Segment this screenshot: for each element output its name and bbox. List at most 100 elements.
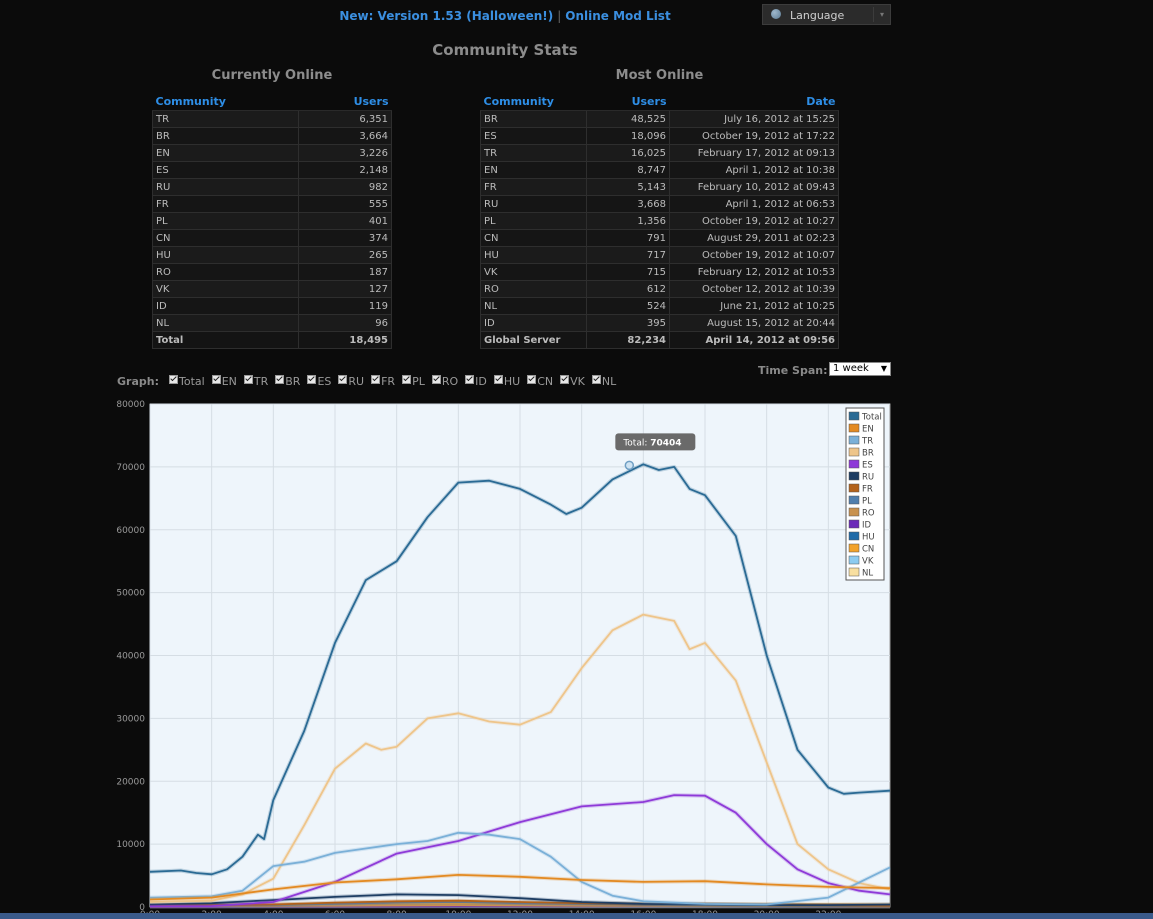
col-date: Date bbox=[669, 93, 839, 111]
series-checkbox-id[interactable]: ID bbox=[465, 375, 487, 388]
timespan-select[interactable]: 1 week ▼ bbox=[829, 362, 891, 376]
users-cell: 612 bbox=[586, 280, 670, 298]
table-row: HU 265 bbox=[152, 246, 392, 264]
table-row: BR 3,664 bbox=[152, 127, 392, 145]
checkbox-icon bbox=[338, 375, 348, 384]
series-checkbox-label: ID bbox=[475, 375, 487, 388]
community-cell: TR bbox=[480, 144, 587, 162]
date-cell: February 12, 2012 at 10:53 bbox=[669, 263, 839, 281]
users-cell: 8,747 bbox=[586, 161, 670, 179]
series-line-es bbox=[149, 794, 891, 908]
mod-list-link[interactable]: Online Mod List bbox=[565, 9, 671, 23]
table-row: EN 3,226 bbox=[152, 144, 392, 162]
total-cell: Global Server bbox=[480, 331, 587, 349]
total-cell: April 14, 2012 at 09:56 bbox=[669, 331, 839, 349]
users-cell: 555 bbox=[298, 195, 392, 213]
table-row: PL 401 bbox=[152, 212, 392, 230]
legend-swatch-hu bbox=[848, 531, 860, 541]
checkbox-icon bbox=[371, 375, 381, 384]
series-checkbox-ru[interactable]: RU bbox=[338, 375, 364, 388]
series-checkbox-vk[interactable]: VK bbox=[560, 375, 585, 388]
users-cell: 265 bbox=[298, 246, 392, 264]
series-checkbox-fr[interactable]: FR bbox=[371, 375, 395, 388]
series-line-ro bbox=[149, 904, 891, 908]
table-row: HU 717 October 19, 2012 at 10:07 bbox=[480, 246, 839, 264]
users-cell: 5,143 bbox=[586, 178, 670, 196]
currently-online-title: Currently Online bbox=[211, 68, 333, 83]
series-checkbox-hu[interactable]: HU bbox=[493, 375, 521, 388]
legend-label-id: ID bbox=[862, 521, 872, 531]
legend-label-tr: TR bbox=[861, 437, 873, 447]
community-cell: RO bbox=[152, 263, 299, 281]
table-row: VK 715 February 12, 2012 at 10:53 bbox=[480, 263, 839, 281]
series-checkbox-label: TR bbox=[253, 375, 269, 388]
users-cell: 791 bbox=[586, 229, 670, 247]
language-select[interactable]: Language ▾ bbox=[762, 4, 891, 25]
legend-label-total: Total bbox=[861, 413, 882, 423]
checkbox-icon bbox=[465, 375, 475, 384]
online-users-chart[interactable]: 0 10000 20000 30000 40000 50000 60000 70000 8000… bbox=[0, 395, 1153, 919]
series-checkbox-tr[interactable]: TR bbox=[243, 375, 269, 388]
graph-label: Graph: bbox=[117, 375, 159, 388]
series-checkbox-label: EN bbox=[221, 375, 237, 388]
checkbox-icon bbox=[307, 375, 317, 384]
y-tick-label: 30000 bbox=[116, 714, 145, 724]
community-cell: HU bbox=[152, 246, 299, 264]
community-cell: BR bbox=[480, 110, 587, 128]
community-cell: NL bbox=[480, 297, 587, 315]
legend-label-vk: VK bbox=[862, 557, 874, 567]
date-cell: October 19, 2012 at 17:22 bbox=[669, 127, 839, 145]
series-checkbox-label: NL bbox=[601, 375, 617, 388]
legend-swatch-nl bbox=[848, 567, 860, 577]
legend-swatch-es bbox=[848, 459, 860, 469]
series-checkbox-es[interactable]: ES bbox=[307, 375, 331, 388]
legend-label-nl: NL bbox=[862, 569, 873, 579]
y-tick-label: 20000 bbox=[116, 777, 145, 787]
series-checkboxes: Total EN TR BR ES RU FR PL RO ID HU CN VK NL bbox=[169, 375, 623, 388]
version-link[interactable]: New: Version 1.53 (Halloween!) bbox=[339, 9, 554, 23]
community-cell: ID bbox=[480, 314, 587, 332]
community-cell: CN bbox=[152, 229, 299, 247]
series-checkbox-label: RO bbox=[441, 375, 459, 388]
users-cell: 119 bbox=[298, 297, 392, 315]
users-cell: 401 bbox=[298, 212, 392, 230]
total-cell: 82,234 bbox=[586, 331, 670, 349]
series-line-total bbox=[149, 463, 891, 876]
legend-swatch-br bbox=[848, 447, 860, 457]
series-checkbox-en[interactable]: EN bbox=[211, 375, 237, 388]
community-cell: FR bbox=[152, 195, 299, 213]
table-row: PL 1,356 October 19, 2012 at 10:27 bbox=[480, 212, 839, 230]
legend-swatch-total bbox=[848, 411, 860, 421]
community-cell: BR bbox=[152, 127, 299, 145]
legend-label-pl: PL bbox=[862, 497, 872, 507]
users-cell: 3,664 bbox=[298, 127, 392, 145]
series-checkbox-pl[interactable]: PL bbox=[402, 375, 425, 388]
users-cell: 374 bbox=[298, 229, 392, 247]
users-cell: 18,096 bbox=[586, 127, 670, 145]
date-cell: August 15, 2012 at 20:44 bbox=[669, 314, 839, 332]
legend-label-fr: FR bbox=[862, 485, 873, 495]
table-row: EN 8,747 April 1, 2012 at 10:38 bbox=[480, 161, 839, 179]
series-checkbox-label: HU bbox=[503, 375, 521, 388]
table-row: ID 119 bbox=[152, 297, 392, 315]
tooltip-box bbox=[615, 433, 696, 451]
table-row: ES 2,148 bbox=[152, 161, 392, 179]
legend-swatch-fr bbox=[848, 483, 860, 493]
link-separator: | bbox=[557, 9, 562, 23]
timespan-value: 1 week bbox=[833, 363, 869, 374]
series-checkbox-nl[interactable]: NL bbox=[591, 375, 617, 388]
series-checkbox-total[interactable]: Total bbox=[169, 375, 205, 388]
legend-swatch-en bbox=[848, 423, 860, 433]
date-cell: August 29, 2011 at 02:23 bbox=[669, 229, 839, 247]
users-cell: 715 bbox=[586, 263, 670, 281]
community-cell: RU bbox=[152, 178, 299, 196]
series-checkbox-br[interactable]: BR bbox=[275, 375, 300, 388]
series-checkbox-ro[interactable]: RO bbox=[431, 375, 459, 388]
table-row: CN 374 bbox=[152, 229, 392, 247]
legend-label-en: EN bbox=[862, 425, 874, 435]
legend-swatch-cn bbox=[848, 543, 860, 553]
y-tick-label: 40000 bbox=[116, 652, 145, 662]
series-checkbox-cn[interactable]: CN bbox=[527, 375, 553, 388]
checkbox-icon bbox=[560, 375, 570, 384]
series-line-tr bbox=[149, 831, 891, 906]
